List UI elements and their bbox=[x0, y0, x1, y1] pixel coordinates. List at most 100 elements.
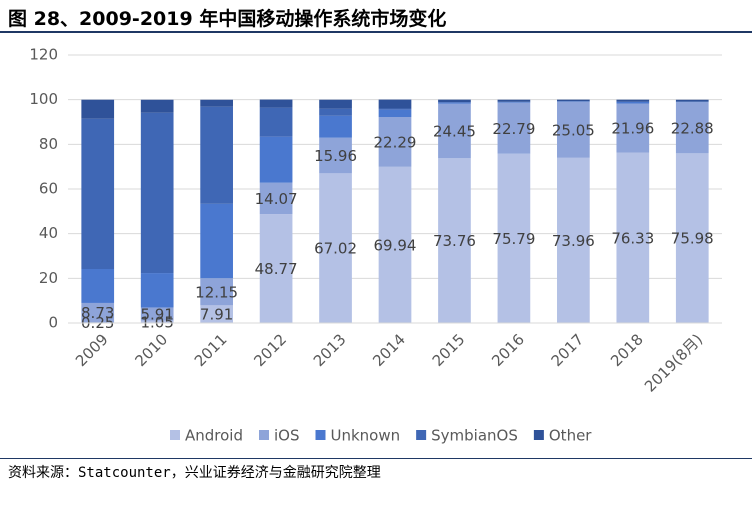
bar-segment bbox=[259, 136, 293, 183]
bar-segment bbox=[319, 99, 352, 109]
y-tick-label: 80 bbox=[39, 135, 58, 153]
data-label: 48.77 bbox=[255, 260, 298, 278]
bar-segment bbox=[616, 103, 650, 153]
bar-segment bbox=[81, 118, 115, 269]
legend-swatch bbox=[315, 430, 326, 440]
data-label: 69.94 bbox=[374, 236, 417, 254]
legend-swatch bbox=[259, 430, 269, 440]
source-note: 资料来源：Statcounter，兴业证券经济与金融研究院整理 bbox=[8, 465, 381, 481]
data-label: 15.96 bbox=[314, 147, 357, 165]
data-label: 22.29 bbox=[374, 133, 417, 151]
data-label: 5.91 bbox=[140, 306, 173, 324]
data-label: 1.05 bbox=[140, 313, 173, 331]
y-tick-label: 0 bbox=[48, 314, 58, 332]
bar-segment bbox=[140, 273, 174, 308]
bar-segment bbox=[378, 99, 412, 109]
x-tick-label: 2014 bbox=[369, 330, 409, 370]
bar-segment bbox=[438, 103, 471, 159]
bar-segment bbox=[259, 214, 293, 323]
legend-label: Android bbox=[185, 427, 243, 445]
bar-segment bbox=[140, 307, 174, 321]
bar-segment bbox=[319, 108, 352, 116]
data-label: 14.07 bbox=[255, 190, 298, 208]
data-label: 75.98 bbox=[671, 230, 714, 248]
bar-segment bbox=[675, 102, 709, 154]
bar-segment bbox=[438, 102, 471, 104]
x-tick-label: 2016 bbox=[488, 330, 528, 370]
bar-segment bbox=[497, 102, 531, 154]
bar-segment bbox=[378, 108, 412, 110]
data-label: 8.73 bbox=[81, 304, 114, 322]
y-tick-label: 40 bbox=[39, 224, 58, 242]
data-label: 24.45 bbox=[433, 122, 476, 140]
bar-segment bbox=[259, 107, 293, 137]
bar-segment bbox=[200, 305, 233, 323]
bar-segment bbox=[200, 203, 233, 279]
data-label: 67.02 bbox=[314, 240, 357, 258]
data-label: 73.76 bbox=[433, 232, 476, 250]
data-label: 7.91 bbox=[200, 306, 233, 324]
x-tick-label: 2015 bbox=[429, 330, 469, 370]
x-tick-label: 2019(8月) bbox=[641, 330, 706, 395]
bar-segment bbox=[557, 101, 590, 158]
y-tick-label: 60 bbox=[39, 180, 58, 198]
legend-label: SymbianOS bbox=[431, 427, 518, 445]
bar-segment bbox=[81, 302, 115, 323]
chart: 0204060801001200.258.7320091.055.9120107… bbox=[29, 46, 722, 445]
bar-segment bbox=[200, 106, 233, 204]
bar-segment bbox=[497, 102, 531, 103]
bar-segment bbox=[140, 320, 174, 323]
bar-segment bbox=[319, 173, 352, 323]
bar-segment bbox=[557, 99, 590, 102]
bar-segment bbox=[616, 101, 650, 104]
bar-segment bbox=[81, 99, 115, 119]
bar-segment bbox=[616, 152, 650, 323]
y-tick-label: 20 bbox=[39, 269, 58, 287]
data-label: 21.96 bbox=[611, 120, 654, 138]
data-label: 22.79 bbox=[492, 120, 535, 138]
bar-segment bbox=[675, 99, 709, 102]
bar-segment bbox=[319, 137, 352, 174]
bar-segment bbox=[81, 268, 115, 303]
bar-segment bbox=[438, 99, 471, 103]
y-tick-label: 100 bbox=[29, 90, 58, 108]
data-label: 76.33 bbox=[611, 229, 654, 247]
source-rule bbox=[0, 458, 752, 459]
bar-segment bbox=[200, 99, 233, 107]
bar-segment bbox=[675, 153, 709, 323]
x-tick-label: 2013 bbox=[310, 330, 350, 370]
bar-segment bbox=[200, 278, 233, 306]
bar-segment bbox=[497, 99, 531, 102]
legend-swatch bbox=[416, 430, 427, 440]
data-label: 12.15 bbox=[195, 283, 238, 301]
x-tick-label: 2012 bbox=[250, 330, 290, 370]
x-tick-label: 2009 bbox=[72, 330, 112, 370]
legend-label: Other bbox=[549, 427, 592, 445]
legend-label: iOS bbox=[274, 427, 300, 445]
bar-segment bbox=[616, 99, 650, 102]
legend-swatch bbox=[170, 430, 180, 440]
bar-segment bbox=[319, 115, 352, 138]
figure-title: 图 28、2009-2019 年中国移动操作系统市场变化 bbox=[8, 8, 447, 30]
x-tick-label: 2017 bbox=[548, 330, 588, 370]
bar-segment bbox=[497, 153, 531, 323]
bar-segment bbox=[140, 99, 174, 113]
legend-label: Unknown bbox=[331, 427, 401, 445]
data-label: 75.79 bbox=[492, 230, 535, 248]
bar-segment bbox=[438, 158, 471, 323]
bar-segment bbox=[259, 99, 293, 108]
y-tick-label: 120 bbox=[29, 46, 58, 64]
bar-segment bbox=[557, 157, 590, 323]
bar-segment bbox=[378, 109, 412, 118]
x-tick-label: 2018 bbox=[607, 330, 647, 370]
title-rule bbox=[0, 31, 752, 33]
bar-segment bbox=[378, 166, 412, 323]
x-tick-label: 2010 bbox=[131, 330, 171, 370]
bar-segment bbox=[378, 117, 412, 167]
bar-segment bbox=[140, 112, 174, 274]
data-label: 22.88 bbox=[671, 119, 714, 137]
x-tick-label: 2011 bbox=[191, 330, 231, 370]
bar-segment bbox=[259, 182, 293, 215]
legend-swatch bbox=[533, 430, 544, 440]
